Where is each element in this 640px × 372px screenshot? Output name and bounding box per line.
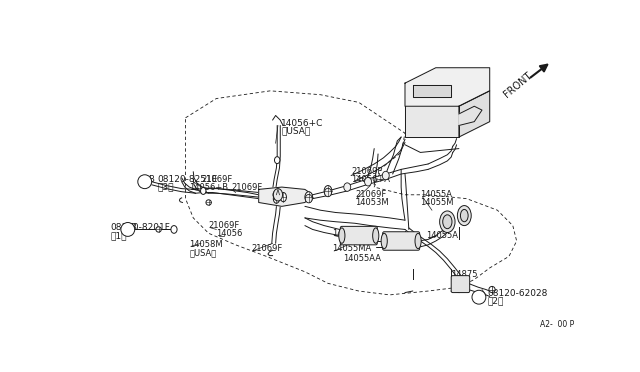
Polygon shape xyxy=(259,187,312,206)
Text: 〈2〉: 〈2〉 xyxy=(488,296,504,305)
Ellipse shape xyxy=(489,286,495,293)
Ellipse shape xyxy=(273,194,280,203)
Ellipse shape xyxy=(344,183,351,191)
Text: 21069F: 21069F xyxy=(201,175,232,184)
Ellipse shape xyxy=(206,200,211,205)
FancyBboxPatch shape xyxy=(340,226,378,245)
Text: 21069F: 21069F xyxy=(251,244,282,253)
Ellipse shape xyxy=(458,206,471,225)
Ellipse shape xyxy=(339,228,345,243)
Text: B: B xyxy=(130,222,136,232)
Text: A2-  00 P: A2- 00 P xyxy=(540,320,574,328)
Ellipse shape xyxy=(171,225,177,233)
Ellipse shape xyxy=(460,209,468,222)
Ellipse shape xyxy=(381,233,387,249)
Text: 14055AA: 14055AA xyxy=(344,254,381,263)
Text: 14056+A: 14056+A xyxy=(351,175,390,184)
Ellipse shape xyxy=(324,188,332,197)
Text: 14055MA: 14055MA xyxy=(332,244,371,253)
Text: 21069F: 21069F xyxy=(209,221,240,230)
Text: 14055A: 14055A xyxy=(420,190,452,199)
FancyBboxPatch shape xyxy=(383,232,420,250)
Polygon shape xyxy=(405,106,459,137)
Ellipse shape xyxy=(273,189,283,201)
Ellipse shape xyxy=(305,195,312,203)
Ellipse shape xyxy=(440,211,455,232)
Ellipse shape xyxy=(280,192,287,202)
Text: 14058M: 14058M xyxy=(189,240,223,249)
Ellipse shape xyxy=(200,187,206,195)
Text: （3）: （3） xyxy=(158,183,174,192)
Text: 21069F: 21069F xyxy=(232,183,263,192)
Text: 08120-8251E: 08120-8251E xyxy=(158,175,218,184)
Ellipse shape xyxy=(138,175,152,189)
Text: 14056+B: 14056+B xyxy=(189,183,228,192)
Polygon shape xyxy=(459,106,482,125)
Text: 08120-62028: 08120-62028 xyxy=(488,289,548,298)
Text: 14055A: 14055A xyxy=(427,231,459,240)
Ellipse shape xyxy=(415,233,421,249)
Polygon shape xyxy=(405,68,490,106)
Text: 08120-8201F: 08120-8201F xyxy=(110,222,170,232)
Ellipse shape xyxy=(305,192,312,202)
Text: 14056: 14056 xyxy=(216,229,243,238)
Ellipse shape xyxy=(382,171,389,180)
Ellipse shape xyxy=(275,157,280,164)
Ellipse shape xyxy=(273,190,280,199)
Text: 14875: 14875 xyxy=(451,270,477,279)
Text: 〈USA〉: 〈USA〉 xyxy=(281,126,310,135)
Ellipse shape xyxy=(472,290,486,304)
Text: 14055M: 14055M xyxy=(420,198,454,207)
Ellipse shape xyxy=(365,177,371,186)
Text: 〈1〉: 〈1〉 xyxy=(110,231,127,240)
Polygon shape xyxy=(459,91,490,137)
Text: B: B xyxy=(476,293,482,302)
FancyBboxPatch shape xyxy=(451,276,470,293)
Ellipse shape xyxy=(324,186,332,196)
Text: 〈USA〉: 〈USA〉 xyxy=(189,248,217,257)
Text: 14056+C: 14056+C xyxy=(281,119,323,128)
Polygon shape xyxy=(413,85,451,97)
Ellipse shape xyxy=(443,215,452,229)
Text: 14053M: 14053M xyxy=(355,198,388,207)
Text: FRONT: FRONT xyxy=(501,70,533,99)
Ellipse shape xyxy=(372,228,379,243)
Text: 21069F: 21069F xyxy=(351,167,382,176)
Text: 14055AA: 14055AA xyxy=(332,229,370,238)
Text: B: B xyxy=(142,177,148,186)
Text: B: B xyxy=(125,225,131,234)
Text: 21069F: 21069F xyxy=(355,190,386,199)
Text: B: B xyxy=(148,175,154,184)
Ellipse shape xyxy=(156,227,161,232)
Ellipse shape xyxy=(121,222,135,236)
